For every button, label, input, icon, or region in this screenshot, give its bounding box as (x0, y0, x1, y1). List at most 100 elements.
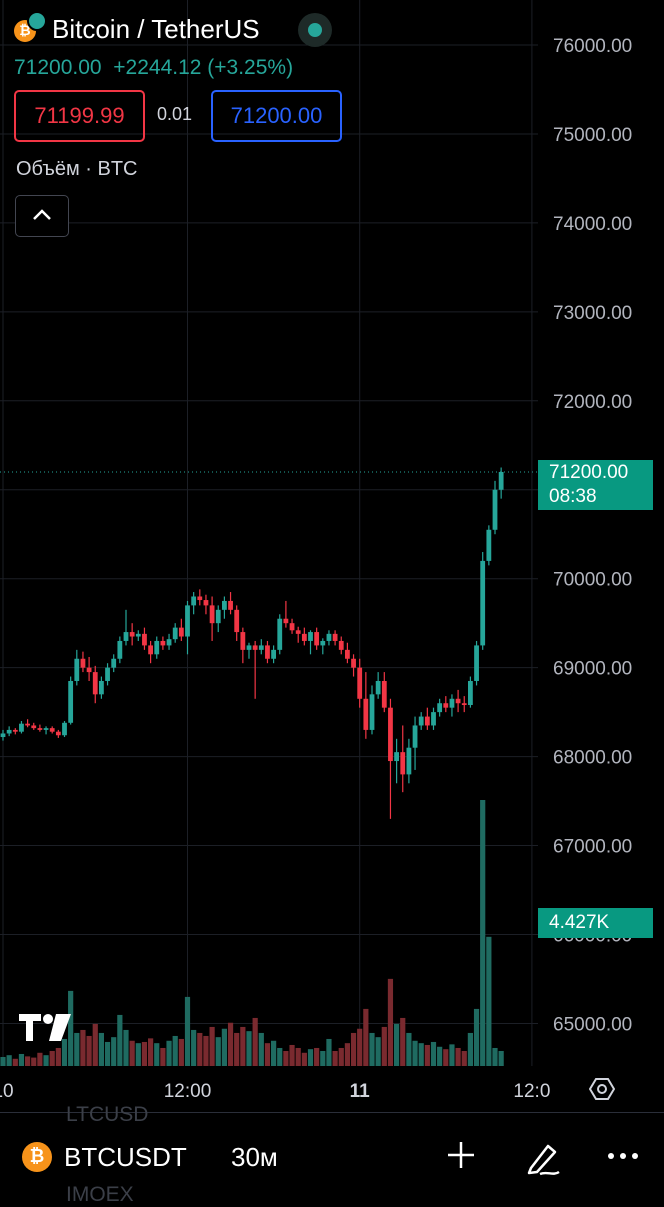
plus-icon[interactable] (444, 1138, 478, 1172)
volume-bar (135, 1043, 141, 1066)
volume-bar (61, 1038, 68, 1066)
candle-body (185, 605, 190, 637)
last-price-tag: 71200.00 08:38 (538, 460, 653, 510)
candle-body (228, 600, 233, 610)
price-tick-label: 75000.00 (553, 125, 632, 146)
volume-bar (160, 1047, 166, 1066)
candle-body (62, 722, 67, 736)
time-tick-label: 12:0 (513, 1081, 550, 1102)
volume-bar (264, 1043, 271, 1066)
volume-bar (412, 1040, 418, 1066)
volume-bar (394, 1023, 400, 1066)
symbol-title[interactable]: Bitcoin / TetherUS (52, 14, 260, 44)
candle-body (160, 640, 166, 646)
volume-bar (197, 1032, 203, 1066)
volume-bar (424, 1044, 430, 1066)
volume-bar (104, 1041, 111, 1066)
candle-body (12, 729, 18, 732)
collapse-legend-button[interactable] (15, 195, 69, 237)
last-price: 71200.00 (14, 56, 102, 79)
candle-body (461, 703, 467, 706)
volume-bar (406, 1032, 412, 1066)
volume-bar (37, 1052, 43, 1066)
candle-body (19, 723, 24, 732)
candle-body (412, 725, 418, 748)
candle-body (474, 645, 479, 681)
ghost-symbol-bottom: IMOEX (66, 1183, 134, 1206)
candle-body (486, 529, 492, 561)
symbol-search-button[interactable]: BTCUSDT (64, 1142, 187, 1172)
volume-bar (227, 1022, 234, 1066)
drawing-tools-icon[interactable] (523, 1138, 563, 1178)
volume-bar (381, 1026, 387, 1066)
timeframe-button[interactable]: 30м (231, 1142, 278, 1172)
market-open-indicator-icon (298, 13, 332, 47)
candle-body (43, 728, 49, 730)
price-change: +2244.12 (+3.25%) (113, 56, 294, 79)
candle-body (86, 667, 92, 673)
candle-body (289, 623, 295, 631)
candle-body (209, 605, 215, 624)
chevron-up-icon (33, 209, 51, 220)
volume-bar (0, 1056, 6, 1066)
volume-bar (6, 1055, 12, 1066)
volume-legend[interactable]: Объём · BTC (16, 158, 138, 180)
volume-bar (326, 1038, 332, 1066)
volume-bar (191, 1029, 197, 1066)
candle-body (498, 471, 504, 490)
volume-bar (240, 1026, 246, 1066)
candle-body (203, 600, 209, 606)
candle-body (154, 640, 160, 655)
volume-bar (55, 1047, 61, 1066)
candle-body (172, 627, 178, 640)
volume-bar (357, 1028, 363, 1066)
time-axis: 10 12:00 11 12:0 (0, 1081, 550, 1102)
candle-body (437, 703, 443, 713)
last-price-label: 71200.00 (549, 462, 629, 483)
sell-price-button[interactable]: 71199.99 (14, 90, 145, 142)
candle-body (326, 633, 332, 641)
volume-bar (166, 1040, 172, 1066)
buy-price-button[interactable]: 71200.00 (211, 90, 342, 142)
volume-bar (430, 1041, 437, 1066)
candle-body (406, 747, 412, 775)
volume-bar (43, 1055, 49, 1066)
volume-bar (98, 1032, 104, 1066)
volume-bar (480, 800, 486, 1066)
candle-body (240, 632, 246, 650)
volume-bar (344, 1043, 350, 1066)
volume-bar (117, 1014, 123, 1066)
volume-bar (437, 1046, 443, 1066)
volume-bar (252, 1017, 258, 1066)
volume-bar (258, 1032, 264, 1066)
candle-body (222, 600, 227, 610)
candle-body (468, 680, 473, 706)
volume-bar (461, 1050, 467, 1066)
volume-bar (111, 1037, 117, 1066)
volume-bar (172, 1035, 178, 1066)
candle-body (191, 596, 197, 606)
candle-body (424, 716, 430, 726)
volume-bar (320, 1050, 326, 1066)
chart-settings-icon[interactable] (589, 1076, 615, 1102)
volume-bar (295, 1047, 301, 1066)
volume-bar (375, 1037, 381, 1066)
bitcoin-icon: ₿ (22, 1142, 52, 1172)
candle-body (246, 645, 252, 650)
candle-body (271, 649, 276, 659)
spread-value: 0.01 (157, 104, 193, 124)
candle-body (443, 703, 449, 708)
candle-body (99, 680, 104, 695)
volume-bar (129, 1040, 135, 1066)
candle-body (49, 728, 55, 732)
candle-body (142, 633, 147, 646)
volume-bar (86, 1035, 92, 1066)
volume-bar (492, 1047, 498, 1066)
candle-body (320, 640, 326, 646)
volume-bar (92, 1023, 98, 1066)
more-options-icon[interactable] (606, 1150, 640, 1162)
candle-body (129, 632, 135, 637)
time-tick-label: 10 (0, 1081, 14, 1102)
volume-bar (271, 1040, 277, 1066)
